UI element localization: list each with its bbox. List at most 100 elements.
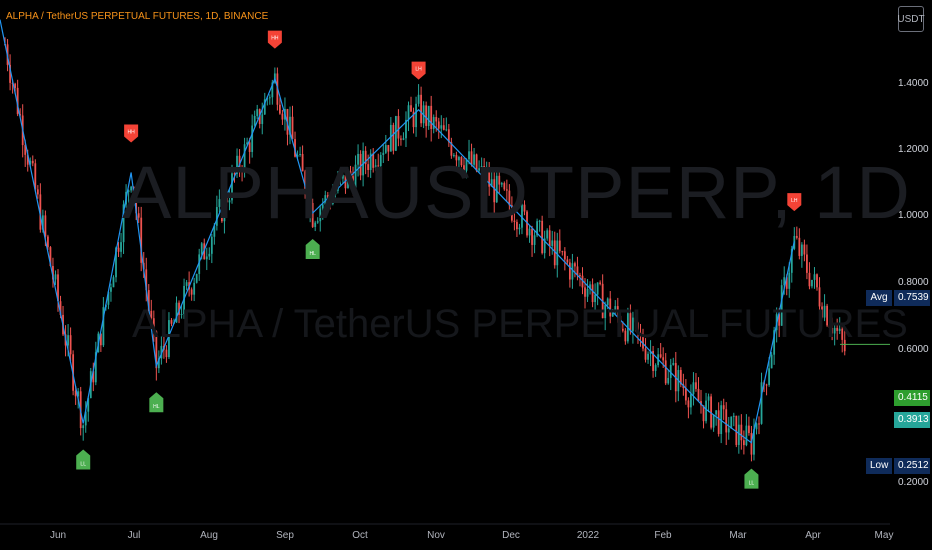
candle-body bbox=[498, 175, 501, 185]
candle-body bbox=[387, 145, 390, 152]
candle-body bbox=[798, 237, 801, 256]
candle-body bbox=[717, 410, 720, 435]
candle-body bbox=[732, 415, 735, 417]
x-tick-label: Sep bbox=[276, 530, 294, 541]
candle-body bbox=[208, 253, 211, 257]
candle-body bbox=[16, 87, 19, 115]
candle-body bbox=[349, 171, 352, 177]
y-tick-label: 0.2000 bbox=[898, 477, 929, 488]
candle-body bbox=[750, 432, 753, 455]
candle-body bbox=[821, 306, 823, 318]
candle-body bbox=[629, 313, 632, 332]
y-tick-label: 0.8000 bbox=[898, 277, 929, 288]
candle-body bbox=[339, 178, 342, 180]
candle-body bbox=[233, 173, 236, 175]
candle-body bbox=[228, 200, 231, 203]
candle-body bbox=[609, 298, 612, 317]
candle-body bbox=[730, 416, 733, 429]
candle-body bbox=[568, 262, 571, 280]
pivot-marker-label: LH bbox=[415, 67, 422, 73]
candle-body bbox=[493, 179, 496, 203]
candle-body bbox=[516, 221, 518, 230]
candle-body bbox=[465, 159, 468, 171]
candle-body bbox=[662, 357, 665, 361]
candle-body bbox=[377, 165, 380, 167]
candle-body bbox=[392, 124, 395, 151]
candle-body bbox=[251, 125, 254, 152]
candle-body bbox=[357, 153, 359, 165]
candle-body bbox=[127, 190, 130, 192]
candle-body bbox=[178, 302, 180, 315]
candle-body bbox=[571, 263, 574, 280]
candle-body bbox=[679, 370, 682, 385]
candle-body bbox=[69, 335, 72, 355]
candle-body bbox=[523, 204, 526, 212]
candle-body bbox=[806, 254, 808, 273]
candle-body bbox=[712, 414, 715, 428]
candle-body bbox=[215, 207, 218, 226]
pivot-marker-label: HH bbox=[128, 129, 136, 135]
candle-body bbox=[452, 155, 455, 157]
y-tick-label: 1.2000 bbox=[898, 144, 929, 155]
candle-body bbox=[533, 235, 536, 245]
candle-body bbox=[621, 328, 624, 331]
candle-body bbox=[445, 129, 448, 131]
candle-body bbox=[417, 94, 420, 104]
candle-body bbox=[440, 125, 443, 129]
candle-body bbox=[99, 333, 102, 346]
candle-body bbox=[468, 151, 470, 160]
candle-body bbox=[697, 388, 700, 402]
candle-body bbox=[94, 352, 97, 383]
currency-button[interactable]: USDT bbox=[897, 6, 925, 32]
zigzag-line bbox=[0, 19, 795, 444]
candle-body bbox=[352, 176, 354, 191]
candle-body bbox=[168, 320, 170, 358]
candle-body bbox=[455, 155, 458, 161]
candle-body bbox=[304, 171, 307, 195]
candle-body bbox=[137, 213, 140, 218]
candle-body bbox=[420, 94, 423, 124]
candle-body bbox=[500, 183, 503, 185]
pivot-marker-lh: LH bbox=[411, 61, 426, 80]
candle-body bbox=[342, 175, 344, 179]
candle-body bbox=[561, 251, 564, 253]
candle-body bbox=[319, 208, 322, 222]
candle-body bbox=[808, 272, 811, 287]
candle-body bbox=[334, 190, 337, 195]
x-tick-label: Mar bbox=[729, 530, 747, 541]
candle-body bbox=[722, 405, 725, 410]
candle-body bbox=[49, 247, 52, 266]
candle-body bbox=[510, 205, 513, 221]
candle-body bbox=[765, 384, 768, 386]
candle-body bbox=[67, 335, 69, 346]
candle-body bbox=[14, 83, 17, 88]
pivot-marker-hl: HL bbox=[149, 392, 164, 413]
candle-body bbox=[606, 298, 609, 306]
candle-body bbox=[382, 152, 385, 156]
candle-body bbox=[9, 64, 11, 83]
candle-body bbox=[437, 121, 440, 129]
candle-body bbox=[87, 398, 90, 412]
chart-title[interactable]: ALPHA / TetherUS PERPETUAL FUTURES, 1D, … bbox=[6, 11, 269, 22]
candle-body bbox=[831, 327, 834, 334]
pivot-marker-label: LL bbox=[749, 481, 755, 487]
candle-body bbox=[384, 145, 387, 153]
candle-body bbox=[145, 269, 148, 291]
candle-body bbox=[521, 204, 523, 228]
candle-body bbox=[221, 199, 223, 222]
candle-body bbox=[160, 345, 163, 359]
candle-body bbox=[586, 288, 589, 297]
candle-body bbox=[735, 415, 738, 445]
candle-body bbox=[84, 411, 87, 426]
candle-body bbox=[780, 285, 783, 326]
candle-body bbox=[402, 138, 405, 140]
candle-body bbox=[432, 117, 435, 129]
candle-body bbox=[364, 150, 367, 165]
candle-body bbox=[566, 259, 569, 263]
candle-body bbox=[551, 240, 554, 247]
candle-body bbox=[692, 382, 695, 395]
candle-body bbox=[369, 153, 372, 171]
x-tick-label: Feb bbox=[654, 530, 672, 541]
candle-body bbox=[44, 215, 47, 237]
